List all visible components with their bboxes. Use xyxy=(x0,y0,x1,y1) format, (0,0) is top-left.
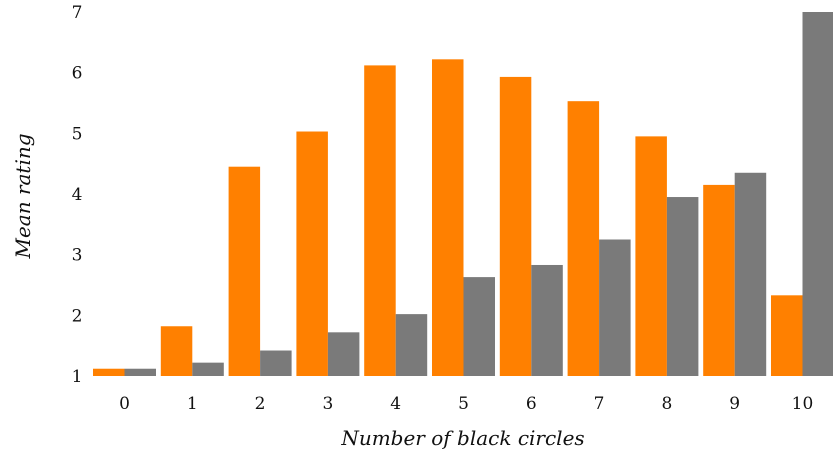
y-tick-label-5: 5 xyxy=(72,124,83,144)
bar-orange-3 xyxy=(296,131,328,376)
bar-gray-8 xyxy=(666,197,699,376)
bar-orange-0 xyxy=(93,368,125,376)
x-tick-label-4: 4 xyxy=(390,394,401,414)
x-tick-label-0: 0 xyxy=(119,394,130,414)
bar-orange-9 xyxy=(703,184,735,376)
bar-orange-8 xyxy=(635,136,667,376)
bar-orange-5 xyxy=(432,59,464,376)
x-tick-label-6: 6 xyxy=(526,394,537,414)
y-tick-label-6: 6 xyxy=(72,64,83,84)
bar-orange-4 xyxy=(364,65,396,376)
y-axis-title: Mean rating xyxy=(11,133,35,259)
bar-gray-0 xyxy=(124,368,156,376)
y-tick-label-3: 3 xyxy=(72,246,83,266)
y-tick-labels: 1 2 3 4 5 6 7 xyxy=(72,3,83,387)
x-tick-label-10: 10 xyxy=(792,394,814,414)
y-tick-label-2: 2 xyxy=(72,306,83,326)
x-tick-label-2: 2 xyxy=(255,394,266,414)
x-tick-label-1: 1 xyxy=(187,394,198,414)
x-tick-label-7: 7 xyxy=(594,394,605,414)
x-tick-labels: 0 1 2 3 4 5 6 7 8 9 10 xyxy=(119,394,813,414)
bar-orange-6 xyxy=(499,76,532,376)
bar-gray-7 xyxy=(599,239,631,376)
bar-gray-5 xyxy=(463,277,495,376)
y-tick-label-4: 4 xyxy=(72,185,83,205)
y-tick-label-1: 1 xyxy=(72,367,83,387)
bar-gray-10 xyxy=(802,12,833,376)
bar-gray-1 xyxy=(192,362,224,376)
x-tick-label-5: 5 xyxy=(458,394,469,414)
bars-layer xyxy=(93,12,833,377)
x-tick-label-3: 3 xyxy=(322,394,333,414)
x-axis-title: Number of black circles xyxy=(340,426,584,450)
bar-orange-1 xyxy=(160,326,193,376)
bar-gray-9 xyxy=(734,172,767,376)
bar-gray-6 xyxy=(531,264,563,376)
x-tick-label-8: 8 xyxy=(661,394,672,414)
bar-gray-3 xyxy=(327,332,360,376)
bar-orange-2 xyxy=(228,166,261,376)
y-tick-label-7: 7 xyxy=(72,3,83,23)
bar-orange-10 xyxy=(771,295,803,376)
bar-orange-7 xyxy=(567,101,600,377)
bar-gray-2 xyxy=(260,350,292,376)
x-tick-label-9: 9 xyxy=(729,394,740,414)
bar-gray-4 xyxy=(395,314,428,376)
